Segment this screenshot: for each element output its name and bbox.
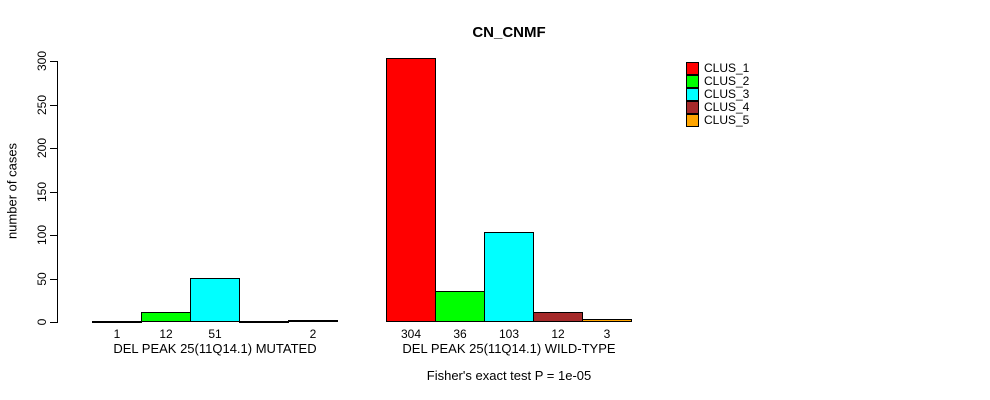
bar-clus_4-group1 [239, 321, 289, 323]
bar-count-label: 1 [113, 327, 121, 341]
bar-clus_2-group1 [141, 312, 191, 322]
bar-count-label: 51 [208, 327, 222, 341]
legend-label: CLUS_4 [704, 100, 750, 114]
y-axis-line [57, 61, 58, 323]
bar-clus_5-group2 [582, 319, 632, 322]
bar-count-label: 2 [309, 327, 317, 341]
bar-count-label: 103 [498, 327, 520, 341]
legend-swatch-icon [686, 75, 699, 88]
bar-count-label: 12 [551, 327, 565, 341]
y-tick-mark [50, 192, 57, 193]
legend-item-clus_3: CLUS_3 [686, 88, 749, 101]
bar-clus_4-group2 [533, 312, 583, 322]
legend-swatch-icon [686, 101, 699, 114]
bar-count-label: 304 [400, 327, 422, 341]
bar-clus_1-group2 [386, 58, 436, 322]
y-tick-label: 50 [35, 272, 49, 286]
legend-label: CLUS_3 [704, 87, 750, 101]
legend-item-clus_1: CLUS_1 [686, 62, 749, 75]
legend-swatch-icon [686, 62, 699, 75]
fisher-test-annotation: Fisher's exact test P = 1e-05 [426, 368, 592, 383]
legend-swatch-icon [686, 88, 699, 101]
legend-label: CLUS_1 [704, 61, 750, 75]
chart-title: CN_CNMF [472, 24, 546, 41]
group-label-wild-type: DEL PEAK 25(11Q14.1) WILD-TYPE [402, 341, 616, 356]
legend-item-clus_4: CLUS_4 [686, 101, 749, 114]
y-tick-mark [50, 148, 57, 149]
bar-clus_2-group2 [435, 291, 485, 322]
bar-clus_5-group1 [288, 320, 338, 322]
y-tick-mark [50, 105, 57, 106]
bar-count-label: 3 [603, 327, 611, 341]
y-tick-label: 100 [35, 224, 49, 246]
bar-clus_1-group1 [92, 321, 142, 323]
y-tick-label: 200 [35, 137, 49, 159]
y-tick-mark [50, 279, 57, 280]
y-tick-label: 150 [35, 181, 49, 203]
y-axis-label: number of cases [4, 142, 20, 240]
legend: CLUS_1 CLUS_2 CLUS_3 CLUS_4 CLUS_5 [686, 62, 749, 127]
y-tick-label: 300 [35, 50, 49, 72]
bar-clus_3-group1 [190, 278, 240, 322]
legend-item-clus_5: CLUS_5 [686, 114, 749, 127]
y-tick-mark [50, 322, 57, 323]
bar-clus_3-group2 [484, 232, 534, 322]
legend-label: CLUS_5 [704, 113, 750, 127]
y-tick-label: 250 [35, 94, 49, 116]
legend-item-clus_2: CLUS_2 [686, 75, 749, 88]
legend-label: CLUS_2 [704, 74, 750, 88]
bar-count-label: 12 [159, 327, 173, 341]
y-tick-mark [50, 235, 57, 236]
group-label-mutated: DEL PEAK 25(11Q14.1) MUTATED [113, 341, 317, 356]
bar-count-label: 36 [453, 327, 467, 341]
y-tick-label: 0 [35, 318, 49, 326]
legend-swatch-icon [686, 114, 699, 127]
y-tick-mark [50, 61, 57, 62]
